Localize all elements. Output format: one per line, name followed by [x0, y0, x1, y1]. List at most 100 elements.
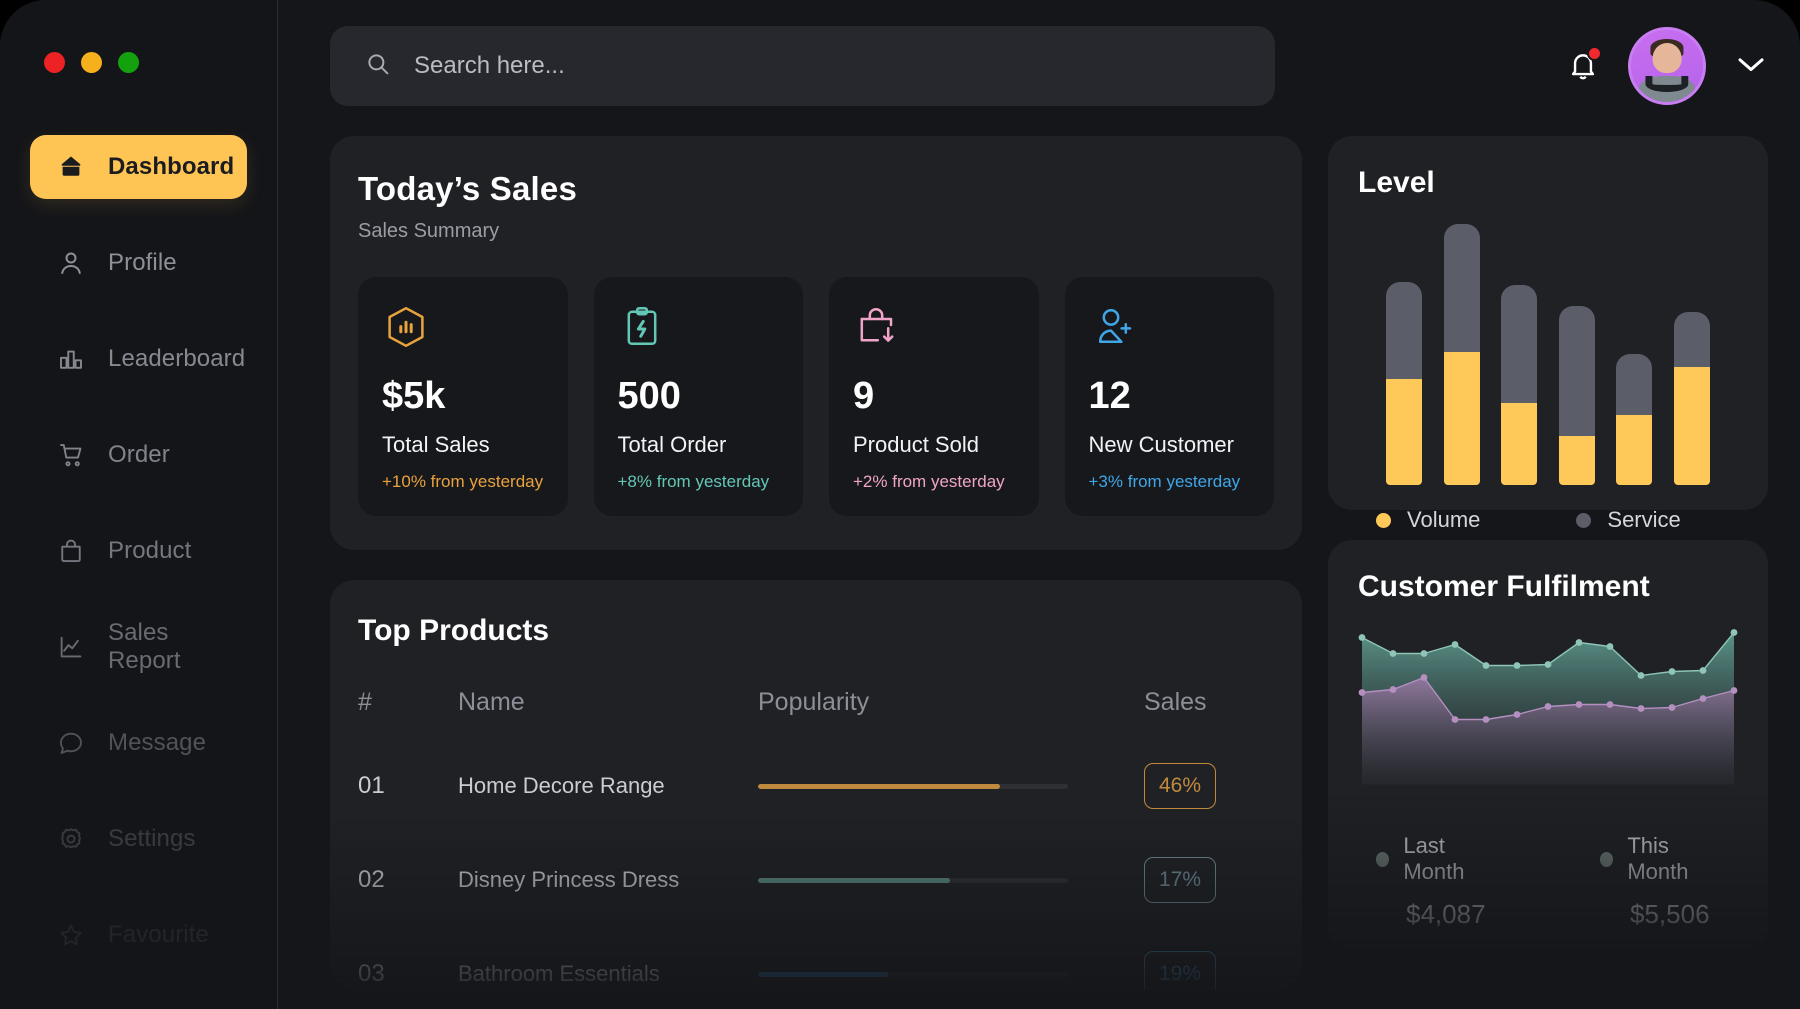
legend-item-volume: Volume [1376, 507, 1480, 533]
stat-value: $5k [382, 375, 446, 417]
sidebar-item-label: Message [108, 729, 207, 756]
stat-card-total-order[interactable]: 500 Total Order +8% from yesterday [593, 277, 803, 516]
bar-column[interactable] [1501, 285, 1538, 485]
bar-column[interactable] [1673, 312, 1710, 485]
minimize-window-button[interactable] [81, 52, 102, 73]
close-window-button[interactable] [44, 52, 65, 73]
row-rank: 03 [358, 960, 385, 987]
sidebar-item-label: Favourite [108, 921, 209, 948]
legend-label: Last Month [1403, 833, 1465, 884]
sidebar-nav: Dashboard Profile Leaderboard Order Prod… [0, 135, 277, 967]
sidebar-item-message[interactable]: Message [30, 711, 247, 775]
page-title: Today’s Sales [358, 170, 578, 207]
stat-delta: +8% from yesterday [617, 472, 770, 491]
top-bar: Search here... [330, 26, 1768, 106]
table-row[interactable]: 02 Disney Princess Dress 17% [358, 833, 1274, 927]
stat-delta: +10% from yesterday [382, 472, 544, 491]
legend-label: Volume [1407, 507, 1481, 532]
sidebar-item-label: Profile [108, 249, 177, 276]
sales-subtitle: Sales Summary [358, 220, 500, 242]
sidebar-item-label: Leaderboard [108, 345, 246, 372]
legend-item-this-month: This Month $5,506 [1600, 833, 1724, 930]
legend-swatch [1600, 851, 1614, 867]
stat-card-product-sold[interactable]: 9 Product Sold +2% from yesterday [829, 277, 1039, 516]
table-row[interactable]: 03 Bathroom Essentials 19% [358, 927, 1274, 990]
sidebar-item-profile[interactable]: Profile [30, 231, 247, 295]
sales-badge: 17% [1144, 857, 1216, 903]
stat-card-new-customer[interactable]: 12 New Customer +3% from yesterday [1064, 277, 1274, 516]
legend-swatch [1576, 512, 1592, 528]
column-header-rank: # [358, 688, 372, 716]
sidebar-item-label: Product [108, 537, 192, 564]
sidebar: Dashboard Profile Leaderboard Order Prod… [0, 0, 278, 1009]
sales-badge: 19% [1144, 951, 1216, 990]
row-rank: 02 [358, 866, 385, 893]
stat-value: 500 [617, 375, 681, 417]
dashboard-grid: Today’s Sales Sales Summary $5k Total Sa… [330, 136, 1768, 990]
chat-icon [56, 728, 86, 758]
legend-value: $5,506 [1630, 899, 1710, 929]
main-content: Search here... Today’s Sales Sales Summa… [278, 0, 1800, 1009]
bar-column[interactable] [1616, 354, 1653, 485]
stat-label: Total Sales [382, 432, 490, 457]
table-header-row: # Name Popularity Sales [358, 662, 1274, 739]
level-title: Level [1358, 166, 1435, 199]
hexagon-chart-icon [382, 303, 544, 359]
legend-label: This Month [1627, 833, 1689, 884]
popularity-bar [758, 971, 1068, 977]
stat-label: Product Sold [853, 432, 979, 457]
sidebar-item-label: Order [108, 441, 170, 468]
sidebar-item-dashboard[interactable]: Dashboard [30, 135, 247, 199]
sidebar-item-label: Dashboard [108, 153, 235, 180]
star-icon [56, 920, 86, 950]
sidebar-item-label: Sales Report [108, 619, 181, 674]
stat-label: Total Order [617, 432, 727, 457]
sidebar-item-favourite[interactable]: Favourite [30, 903, 247, 967]
top-products-panel: Top Products # Name Popularity Sales 01 … [330, 580, 1302, 990]
sidebar-item-product[interactable]: Product [30, 519, 247, 583]
stat-value: 9 [853, 375, 875, 417]
right-column: Level Volume Service Cust [1328, 136, 1768, 990]
clipboard-bolt-icon [618, 303, 780, 359]
column-header-name: Name [458, 688, 525, 716]
notification-bell-button[interactable] [1566, 46, 1602, 85]
top-products-title: Top Products [358, 614, 550, 647]
stat-label: New Customer [1088, 432, 1234, 457]
bar-chart-icon [56, 344, 86, 374]
maximize-window-button[interactable] [118, 52, 139, 73]
top-products-table: # Name Popularity Sales 01 Home Decore R… [358, 662, 1274, 990]
bell-icon [1571, 54, 1595, 80]
level-chart-panel: Level Volume Service [1328, 136, 1768, 532]
sidebar-item-settings[interactable]: Settings [30, 807, 247, 871]
window-traffic-lights[interactable] [0, 36, 277, 73]
sidebar-item-order[interactable]: Order [30, 423, 247, 487]
sidebar-item-leaderboard[interactable]: Leaderboard [30, 327, 247, 391]
user-icon [56, 248, 86, 278]
avatar[interactable] [1628, 27, 1706, 105]
todays-sales-panel: Today’s Sales Sales Summary $5k Total Sa… [330, 136, 1302, 550]
search-input[interactable]: Search here... [330, 26, 1275, 106]
column-header-sales: Sales [1144, 688, 1207, 716]
level-bars [1358, 200, 1738, 485]
stat-card-total-sales[interactable]: $5k Total Sales +10% from yesterday [358, 277, 568, 516]
bag-icon [56, 536, 86, 566]
stat-cards: $5k Total Sales +10% from yesterday 500 … [358, 277, 1274, 516]
stat-delta: +2% from yesterday [853, 472, 1005, 491]
bar-column[interactable] [1443, 224, 1480, 485]
fulfilment-area-chart [1358, 629, 1738, 785]
table-row[interactable]: 01 Home Decore Range 46% [358, 739, 1274, 833]
legend-item-service: Service [1576, 507, 1681, 533]
bar-column[interactable] [1558, 306, 1595, 485]
sidebar-item-sales-report[interactable]: Sales Report [30, 615, 247, 679]
user-plus-icon [1089, 303, 1251, 359]
level-legend: Volume Service [1358, 485, 1738, 533]
search-placeholder: Search here... [414, 52, 565, 79]
stat-value: 12 [1088, 375, 1131, 417]
legend-item-last-month: Last Month $4,087 [1376, 833, 1500, 930]
fulfilment-legend: Last Month $4,087 This Month $5,506 [1358, 787, 1738, 930]
popularity-bar [758, 783, 1068, 789]
chevron-down-icon[interactable] [1734, 53, 1768, 80]
bar-column[interactable] [1386, 282, 1422, 485]
gear-icon [56, 824, 86, 854]
